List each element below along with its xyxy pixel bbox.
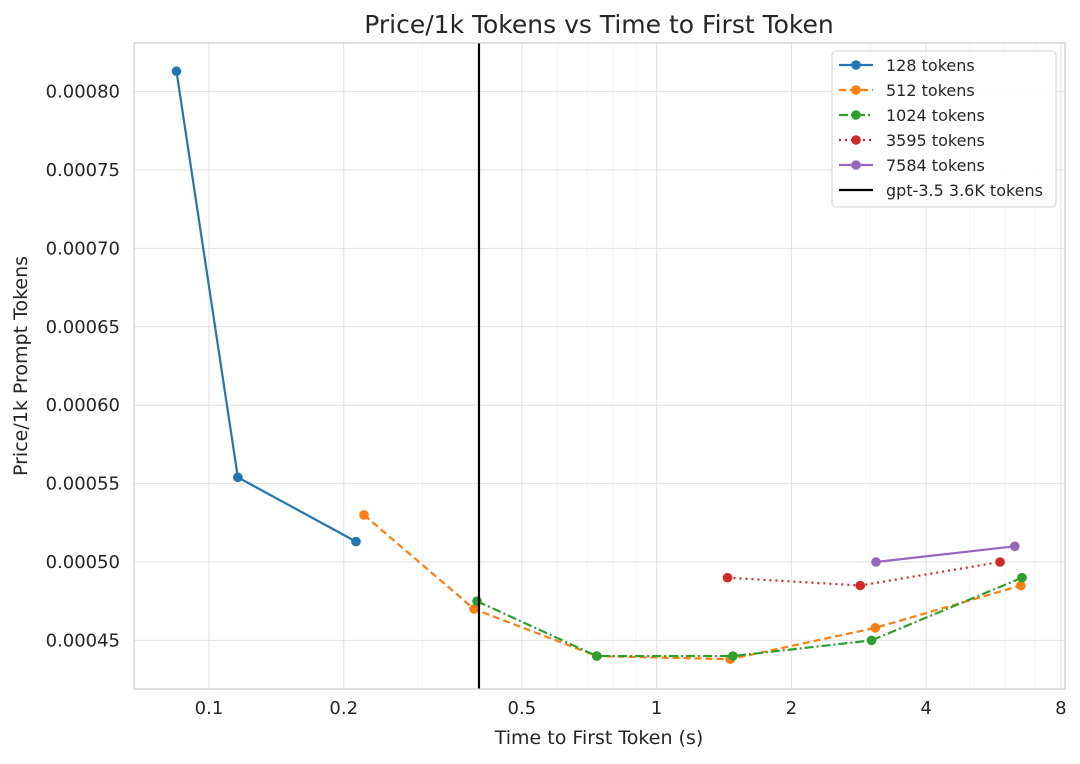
y-tick-label: 0.00080 [46, 82, 120, 103]
legend-marker [851, 60, 861, 70]
data-point [469, 604, 479, 614]
y-tick-label: 0.00050 [46, 552, 120, 573]
legend-marker [851, 110, 861, 120]
data-point [728, 651, 738, 661]
legend-label: 7584 tokens [886, 156, 985, 175]
data-point [871, 557, 881, 567]
legend: 128 tokens 512 tokens 1024 tokens 3595 toke… [831, 50, 1057, 208]
data-point [870, 623, 881, 633]
legend-label: 128 tokens [886, 56, 975, 75]
y-tick-label: 0.00075 [46, 160, 120, 181]
data-point [472, 596, 482, 606]
data-point [995, 557, 1005, 567]
series-line [476, 576, 1023, 658]
y-tick-label: 0.00070 [46, 238, 120, 259]
data-point [359, 510, 369, 520]
legend-label: 512 tokens [886, 81, 975, 100]
data-point [171, 66, 182, 77]
x-tick-label: 2 [786, 698, 797, 719]
data-point [722, 572, 733, 583]
legend-marker [851, 85, 861, 95]
data-point [866, 635, 877, 646]
x-tick-label: 1 [651, 698, 662, 719]
x-tick-label: 8 [1055, 698, 1066, 719]
x-tick-label: 0.2 [329, 698, 358, 719]
data-point [233, 472, 243, 483]
plot-frame [133, 42, 1066, 690]
legend-marker [851, 135, 861, 145]
series-line [363, 514, 1022, 661]
y-tick-label: 0.00065 [46, 317, 120, 338]
data-point [1017, 572, 1027, 583]
data-point [1009, 541, 1020, 552]
y-tick-label: 0.00045 [46, 630, 120, 651]
series-line [727, 560, 1001, 587]
legend-marker [851, 160, 861, 170]
x-axis-label: Time to First Token (s) [494, 727, 704, 749]
y-axis-label: Price/1k Prompt Tokens [10, 256, 32, 476]
y-tick-label: 0.00055 [46, 474, 120, 495]
data-point [591, 651, 602, 661]
x-tick-label: 0.1 [195, 698, 224, 719]
legend-label: gpt-3.5 3.6K tokens [886, 181, 1043, 200]
y-tick-label: 0.00060 [46, 395, 120, 416]
series-line [875, 545, 1015, 564]
legend-frame [831, 50, 1057, 208]
data-point [1016, 580, 1026, 591]
data-point [351, 536, 361, 547]
series-line [175, 71, 357, 543]
x-tick-label: 4 [920, 698, 931, 719]
chart-title: Price/1k Tokens vs Time to First Token [364, 10, 833, 39]
legend-label: 1024 tokens [886, 106, 985, 125]
legend-label: 3595 tokens [886, 131, 985, 150]
x-tick-label: 0.5 [508, 698, 537, 719]
data-point [855, 580, 866, 591]
